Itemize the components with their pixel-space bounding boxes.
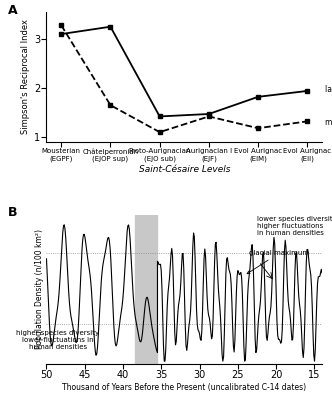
Text: higher species diversity
lower fluctuations in
human densities: higher species diversity lower fluctuati…: [16, 330, 100, 350]
Text: B: B: [8, 206, 17, 219]
Text: glacial maximum: glacial maximum: [247, 250, 309, 274]
X-axis label: Saint-Césaire Levels: Saint-Césaire Levels: [138, 165, 230, 174]
Y-axis label: Simpson's Reciprocal Index: Simpson's Reciprocal Index: [21, 20, 30, 134]
Text: micromammals: micromammals: [324, 118, 332, 127]
Text: large mammals: large mammals: [324, 86, 332, 94]
X-axis label: Thousand of Years Before the Present (uncalibrated C-14 dates): Thousand of Years Before the Present (un…: [62, 383, 306, 392]
Y-axis label: Population Density (n/100 km²): Population Density (n/100 km²): [35, 229, 44, 349]
Text: A: A: [8, 4, 18, 17]
Bar: [134, 214, 157, 364]
Text: lower species diversity
higher fluctuations
in human densities: lower species diversity higher fluctuati…: [257, 216, 332, 236]
